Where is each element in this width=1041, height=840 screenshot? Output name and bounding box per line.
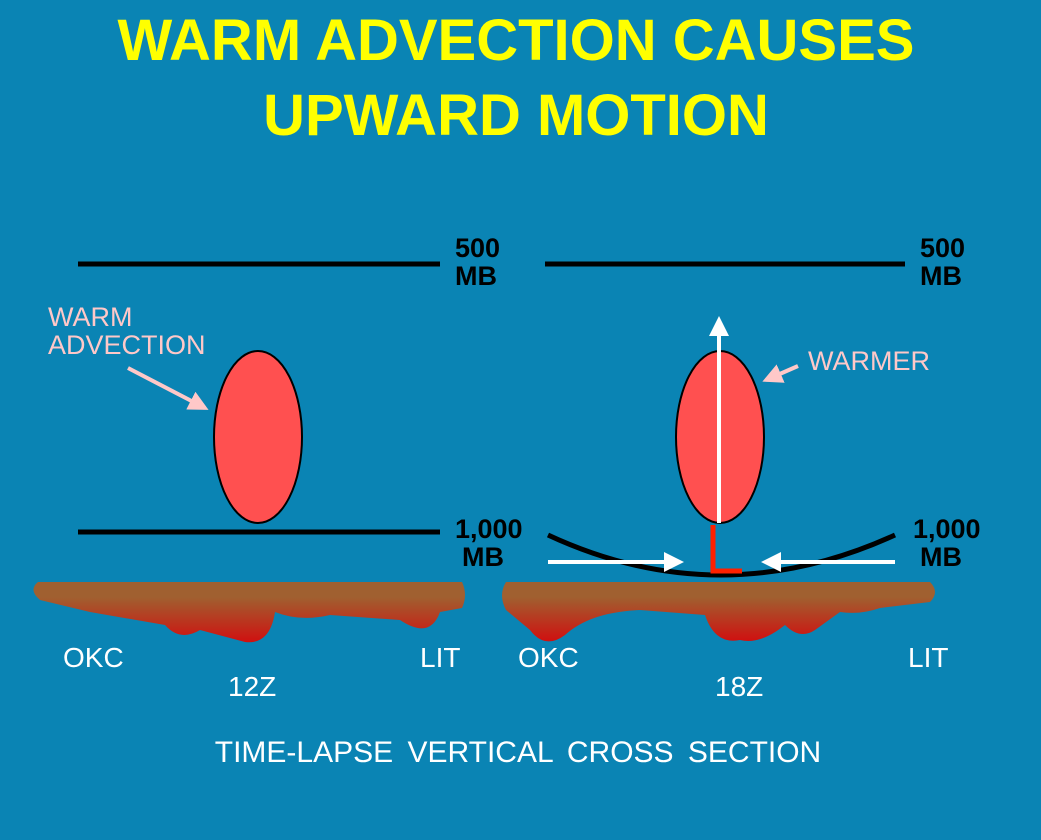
ground — [502, 582, 935, 642]
level-label: 1,000 — [913, 514, 981, 544]
annotation: WARM — [48, 302, 132, 332]
arrow — [762, 364, 799, 383]
annotation: ADVECTION — [48, 330, 206, 360]
ground — [33, 582, 466, 643]
arrow — [127, 366, 209, 410]
location: LIT — [908, 642, 948, 673]
title: WARM ADVECTION CAUSES — [118, 8, 915, 73]
level-label: 500 — [920, 233, 965, 263]
caption: TIME-LAPSE VERTICAL CROSS SECTION — [215, 736, 821, 769]
location: LIT — [420, 642, 460, 673]
low-symbol — [710, 525, 742, 574]
annotation: WARMER — [808, 346, 930, 376]
time: 12Z — [228, 671, 276, 702]
location: OKC — [63, 642, 124, 673]
level-label: MB — [455, 261, 497, 291]
title: UPWARD MOTION — [263, 83, 769, 148]
location: OKC — [518, 642, 579, 673]
warm-air — [213, 350, 303, 524]
level-label: MB — [920, 542, 962, 572]
level-label: MB — [462, 542, 504, 572]
level-label: 500 — [455, 233, 500, 263]
level-label: MB — [920, 261, 962, 291]
time: 18Z — [715, 671, 763, 702]
level-label: 1,000 — [455, 514, 523, 544]
level-line — [546, 532, 897, 578]
